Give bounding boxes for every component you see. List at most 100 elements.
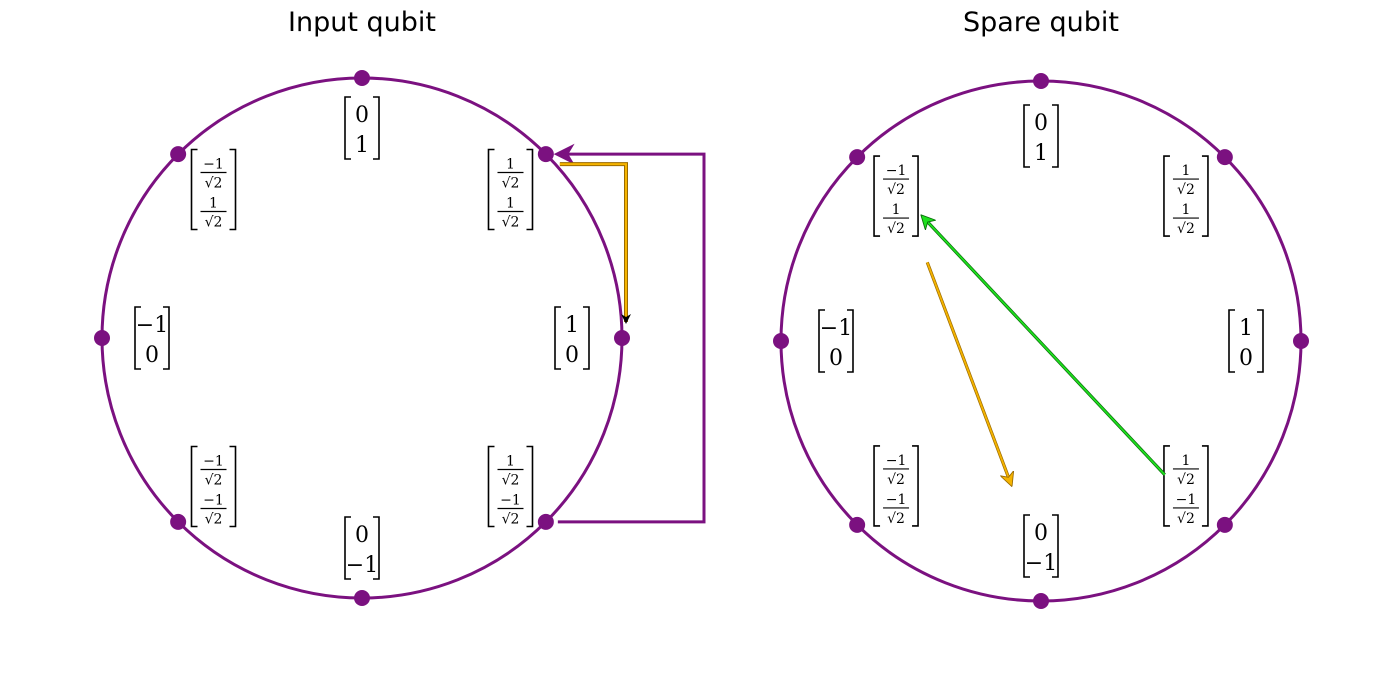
right-bracket xyxy=(373,516,380,580)
vector-numerator: −1 xyxy=(500,492,521,508)
vector-entry: 1 xyxy=(1034,141,1048,166)
vector-denominator: √2 xyxy=(502,472,520,488)
state-vector: 01 xyxy=(1023,104,1059,168)
vector-entry: 0 xyxy=(829,346,843,371)
state-dot xyxy=(94,330,110,346)
transition-arrows xyxy=(553,143,706,524)
vector-numerator: −1 xyxy=(203,492,224,508)
vector-denominator: √2 xyxy=(887,511,905,527)
state-dot xyxy=(1216,149,1233,166)
vector-numerator: 1 xyxy=(506,453,515,469)
vector-numerator: −1 xyxy=(203,453,224,469)
right-bracket xyxy=(847,309,854,373)
vector-denominator: √2 xyxy=(887,221,905,237)
vector-entry: 1 xyxy=(1239,316,1253,341)
vector-numerator: 1 xyxy=(506,196,515,212)
vector-numerator: 1 xyxy=(506,157,515,173)
vector-entry: 0 xyxy=(355,523,369,548)
vector-numerator: 1 xyxy=(209,196,218,212)
state-dot xyxy=(170,146,187,163)
transition-arrow xyxy=(926,261,1011,484)
state-dot xyxy=(849,516,866,533)
state-dot xyxy=(537,146,554,163)
state-vector: 1 √2 1 √2 xyxy=(487,148,534,231)
state-vector: 1 √2 −1 √2 xyxy=(1163,445,1209,527)
state-vector: 01 xyxy=(344,96,380,160)
panel-spare: Spare qubit 011√21√2101√2−1√20−1−1√2−1√2… xyxy=(773,7,1309,609)
state-dot xyxy=(849,149,866,166)
state-dot xyxy=(1033,593,1049,609)
state-vector: 10 xyxy=(554,306,590,370)
left-bracket xyxy=(134,306,141,370)
vector-numerator: −1 xyxy=(203,157,224,173)
left-bracket xyxy=(554,306,561,370)
loop-arrow xyxy=(553,143,706,524)
state-dot xyxy=(1216,516,1233,533)
state-dot xyxy=(537,513,554,530)
vector-denominator: √2 xyxy=(205,511,223,527)
vector-denominator: √2 xyxy=(205,215,223,231)
right-bracket xyxy=(373,96,380,160)
left-bracket xyxy=(487,148,495,231)
vector-numerator: 1 xyxy=(1181,163,1190,179)
left-bracket xyxy=(873,445,881,527)
vector-numerator: −1 xyxy=(886,453,907,469)
left-bracket xyxy=(344,96,351,160)
state-dot xyxy=(170,513,187,530)
vector-denominator: √2 xyxy=(502,511,520,527)
left-bracket xyxy=(1163,445,1170,527)
transition-arrow xyxy=(923,217,1166,476)
left-bracket xyxy=(344,516,351,580)
vector-entry: 0 xyxy=(1239,346,1253,371)
state-vector: −1 √2 1 √2 xyxy=(190,148,237,231)
right-bracket xyxy=(163,306,170,370)
state-vector: 1 √2 −1 √2 xyxy=(487,445,534,528)
vector-denominator: √2 xyxy=(1177,472,1195,488)
state-vector: 0−1 xyxy=(344,516,380,580)
right-bracket xyxy=(526,148,534,231)
elbow-arrow-edge xyxy=(559,162,628,322)
vector-denominator: √2 xyxy=(887,472,905,488)
vector-numerator: −1 xyxy=(1176,492,1197,508)
left-bracket xyxy=(1023,514,1030,578)
right-bracket xyxy=(1201,155,1209,237)
vector-numerator: 1 xyxy=(1181,453,1190,469)
left-bracket xyxy=(190,148,198,231)
state-dot xyxy=(354,590,370,606)
vector-entry: −1 xyxy=(1025,551,1057,576)
state-dots xyxy=(94,70,630,606)
vector-denominator: √2 xyxy=(205,176,223,192)
panel-input: Input qubit 011√21√2101√2−1√20−1−1√2−1√2… xyxy=(94,7,706,606)
right-bracket xyxy=(526,445,534,528)
vector-entry: −1 xyxy=(136,313,168,338)
vector-entry: 0 xyxy=(565,343,579,368)
right-bracket xyxy=(1257,309,1264,373)
vector-entry: 1 xyxy=(355,133,369,158)
vector-entry: 0 xyxy=(145,343,159,368)
panel-title: Input qubit xyxy=(288,7,436,38)
state-vector: 0−1 xyxy=(1023,514,1059,578)
panel-title: Spare qubit xyxy=(963,7,1119,38)
right-bracket xyxy=(229,445,237,528)
vector-numerator: −1 xyxy=(886,163,907,179)
right-bracket xyxy=(912,445,919,527)
state-vector: −1 √2 −1 √2 xyxy=(190,445,237,528)
left-bracket xyxy=(190,445,198,528)
left-bracket xyxy=(1163,155,1170,237)
transition-arrows xyxy=(923,217,1166,484)
left-bracket xyxy=(1023,104,1030,168)
vector-denominator: √2 xyxy=(502,215,520,231)
vector-denominator: √2 xyxy=(887,182,905,198)
vector-numerator: 1 xyxy=(892,202,901,218)
state-vector: −1 √2 1 √2 xyxy=(873,155,919,237)
vector-entry: 0 xyxy=(355,103,369,128)
left-bracket xyxy=(873,155,881,237)
state-vector: −1 √2 −1 √2 xyxy=(873,445,919,527)
elbow-arrow xyxy=(559,163,631,324)
right-bracket xyxy=(229,148,237,231)
vector-denominator: √2 xyxy=(502,176,520,192)
vector-denominator: √2 xyxy=(205,472,223,488)
